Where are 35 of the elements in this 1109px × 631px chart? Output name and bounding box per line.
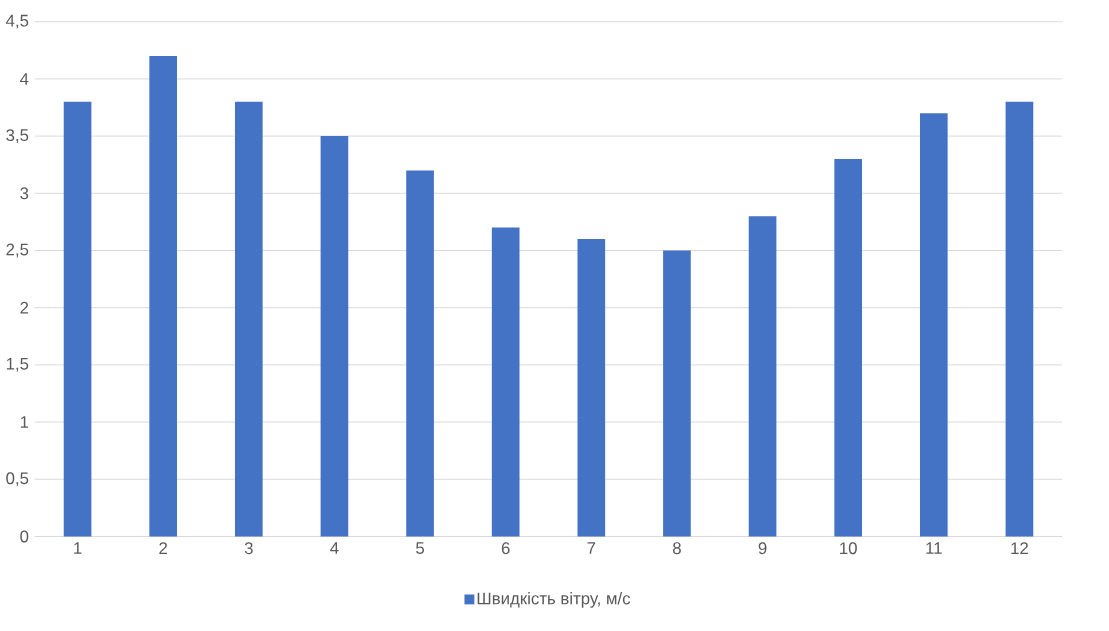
bar [748, 216, 777, 537]
y-tick-label: 3,5 [6, 129, 29, 143]
bar [63, 101, 92, 537]
bar [577, 238, 606, 537]
y-tick-label: 3 [20, 187, 29, 200]
bar [1005, 101, 1034, 537]
y-tick-label: 2,5 [6, 243, 29, 258]
bar [663, 250, 691, 537]
x-tick-label: 9 [758, 542, 767, 554]
x-tick-label: 2 [159, 542, 167, 554]
x-tick-label: 8 [672, 542, 681, 554]
y-tick-label: 4,5 [5, 14, 29, 29]
x-tick-label: 7 [587, 542, 596, 554]
y-tick-label: 2 [20, 301, 29, 314]
bar [149, 55, 178, 537]
x-tick-label: 4 [330, 542, 339, 554]
x-tick-label: 12 [1011, 542, 1028, 554]
x-tick-label: 6 [501, 542, 510, 554]
x-tick-label: 5 [416, 542, 425, 554]
bar [919, 113, 948, 537]
y-tick-label: 1 [20, 416, 29, 428]
y-tick-label: 0 [20, 530, 29, 543]
x-tick-label: 11 [926, 542, 942, 554]
bar [406, 170, 434, 537]
bar [320, 135, 349, 537]
x-tick-label: 10 [840, 542, 857, 554]
legend-label: Швидкість вітру, м/с [477, 591, 631, 608]
y-tick-label: 0,5 [6, 472, 29, 487]
bar [491, 227, 520, 537]
bar [834, 158, 863, 537]
x-tick-label: 3 [244, 542, 253, 554]
x-tick-label: 1 [74, 542, 82, 554]
y-tick-label: 1,5 [6, 357, 29, 372]
bar [234, 101, 263, 537]
y-tick-label: 4 [19, 72, 29, 85]
